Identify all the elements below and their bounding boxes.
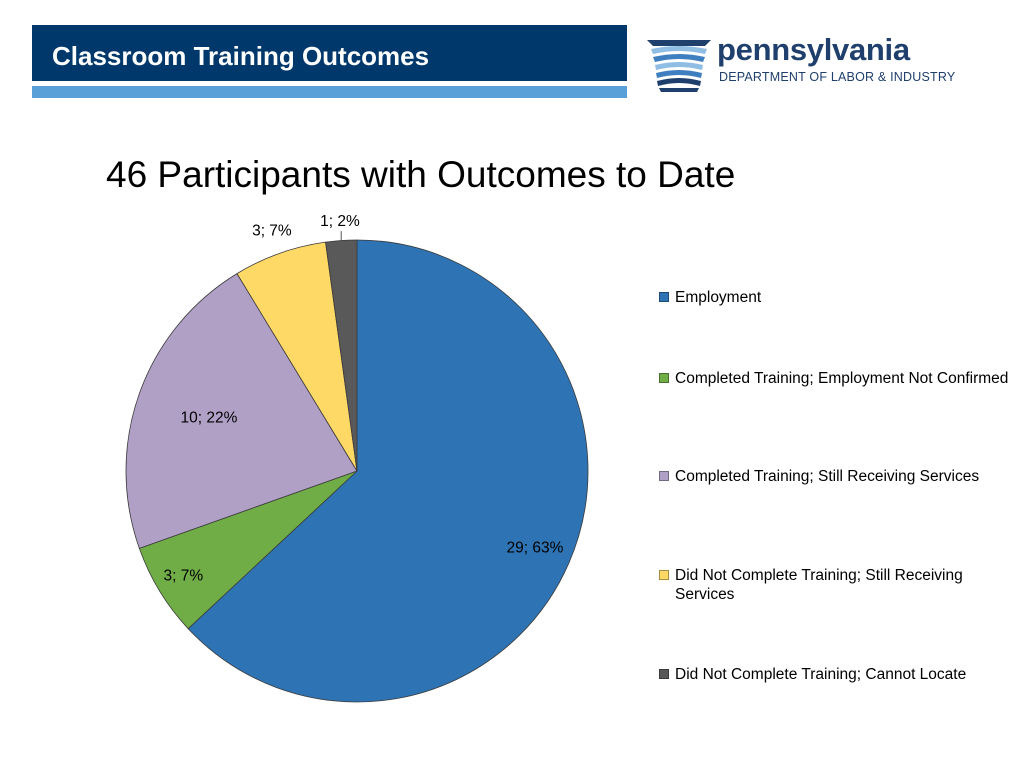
legend-label: Completed Training; Still Receiving Serv…: [675, 468, 980, 485]
header-band: Classroom Training Outcomes: [32, 25, 627, 81]
pennsylvania-logo: pennsylvania DEPARTMENT OF LABOR & INDUS…: [645, 26, 965, 96]
legend-swatch-not-completed-receiving-services: [659, 570, 669, 580]
pie-slice-cannot-locate: [325, 239, 358, 472]
data-label-cannot-locate: 1; 2%: [320, 213, 360, 230]
data-label-completed-receiving-services: 10; 22%: [181, 409, 238, 426]
logo-subtitle: DEPARTMENT OF LABOR & INDUSTRY: [719, 70, 956, 84]
legend-item-not-completed-receiving-services: Did Not Complete Training; Still Receivi…: [659, 566, 1009, 604]
chart-legend: Employment Completed Training; Employmen…: [659, 288, 1019, 693]
keystone-logo-icon: [647, 40, 711, 92]
legend-label: Did Not Complete Training; Cannot Locate: [675, 666, 967, 683]
legend-swatch-completed-not-confirmed: [659, 373, 669, 383]
legend-item-cannot-locate: Did Not Complete Training; Cannot Locate: [659, 665, 1009, 684]
page-title: Classroom Training Outcomes: [52, 41, 430, 71]
legend-label: Completed Training; Employment Not Confi…: [675, 370, 1009, 387]
data-label-completed-not-confirmed: 3; 7%: [163, 568, 203, 585]
data-label-not-completed-receiving-services: 3; 7%: [252, 223, 292, 240]
header-rule: [32, 86, 627, 98]
legend-swatch-cannot-locate: [659, 669, 669, 679]
logo-wordmark: pennsylvania: [717, 32, 910, 67]
legend-swatch-employment: [659, 292, 669, 302]
chart-title: 46 Participants with Outcomes to Date: [106, 154, 736, 195]
legend-label: Did Not Complete Training; Still Receivi…: [675, 567, 963, 603]
data-label-employment: 29; 63%: [507, 539, 564, 556]
legend-label: Employment: [675, 289, 762, 306]
legend-item-completed-not-confirmed: Completed Training; Employment Not Confi…: [659, 369, 1009, 388]
legend-item-employment: Employment: [659, 288, 1009, 307]
legend-swatch-completed-receiving-services: [659, 471, 669, 481]
pie-slice-employment: [187, 239, 589, 703]
pie-slice-completed-receiving-services: [125, 273, 358, 549]
legend-item-completed-receiving-services: Completed Training; Still Receiving Serv…: [659, 467, 1009, 486]
